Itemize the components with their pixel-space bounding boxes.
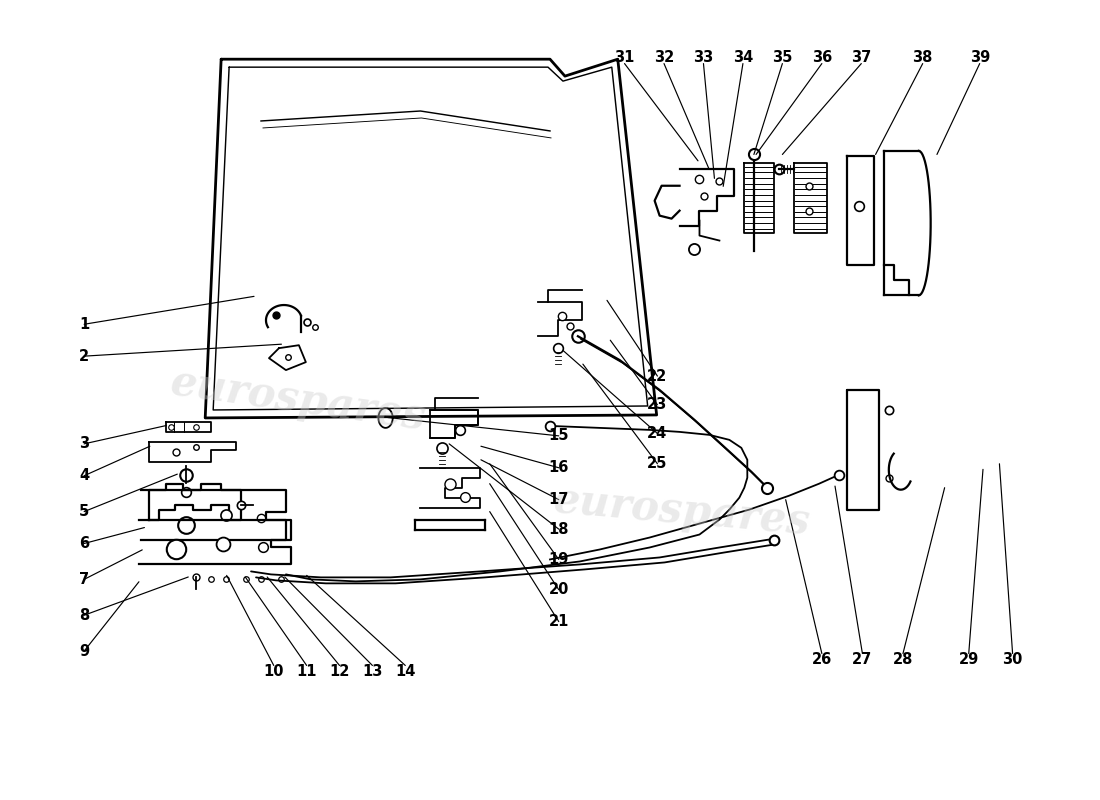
Text: 26: 26 [812,651,832,666]
Text: 28: 28 [893,651,913,666]
Text: 8: 8 [79,608,89,622]
Text: 10: 10 [264,663,284,678]
Text: 12: 12 [329,663,350,678]
Text: 20: 20 [549,582,569,598]
Text: 37: 37 [851,50,871,65]
Text: 18: 18 [549,522,569,537]
Text: 14: 14 [395,663,416,678]
Text: 16: 16 [549,460,569,475]
Text: 21: 21 [549,614,569,629]
Text: 11: 11 [296,663,317,678]
Text: 7: 7 [79,572,89,587]
Text: 9: 9 [79,644,89,658]
Text: 25: 25 [647,456,668,471]
Text: 4: 4 [79,468,89,483]
Text: 24: 24 [647,426,668,441]
Text: 2: 2 [79,349,89,364]
Text: 27: 27 [852,651,872,666]
Text: 36: 36 [812,50,832,65]
Text: 30: 30 [1002,651,1023,666]
Text: 6: 6 [79,536,89,551]
Text: 23: 23 [647,398,668,412]
Text: 22: 22 [647,369,668,383]
Text: 5: 5 [79,504,89,519]
Text: 34: 34 [733,50,754,65]
Text: 17: 17 [549,492,569,507]
Text: 3: 3 [79,436,89,451]
Text: 13: 13 [362,663,383,678]
Text: 19: 19 [549,552,569,567]
Text: 38: 38 [913,50,933,65]
Text: 15: 15 [549,428,569,443]
Text: 32: 32 [653,50,674,65]
Text: 39: 39 [969,50,990,65]
Text: eurospares: eurospares [167,362,428,438]
Text: 31: 31 [615,50,635,65]
Text: 29: 29 [958,651,979,666]
Text: eurospares: eurospares [551,479,812,544]
Text: 35: 35 [772,50,793,65]
Text: 33: 33 [693,50,714,65]
Text: 1: 1 [79,317,89,332]
